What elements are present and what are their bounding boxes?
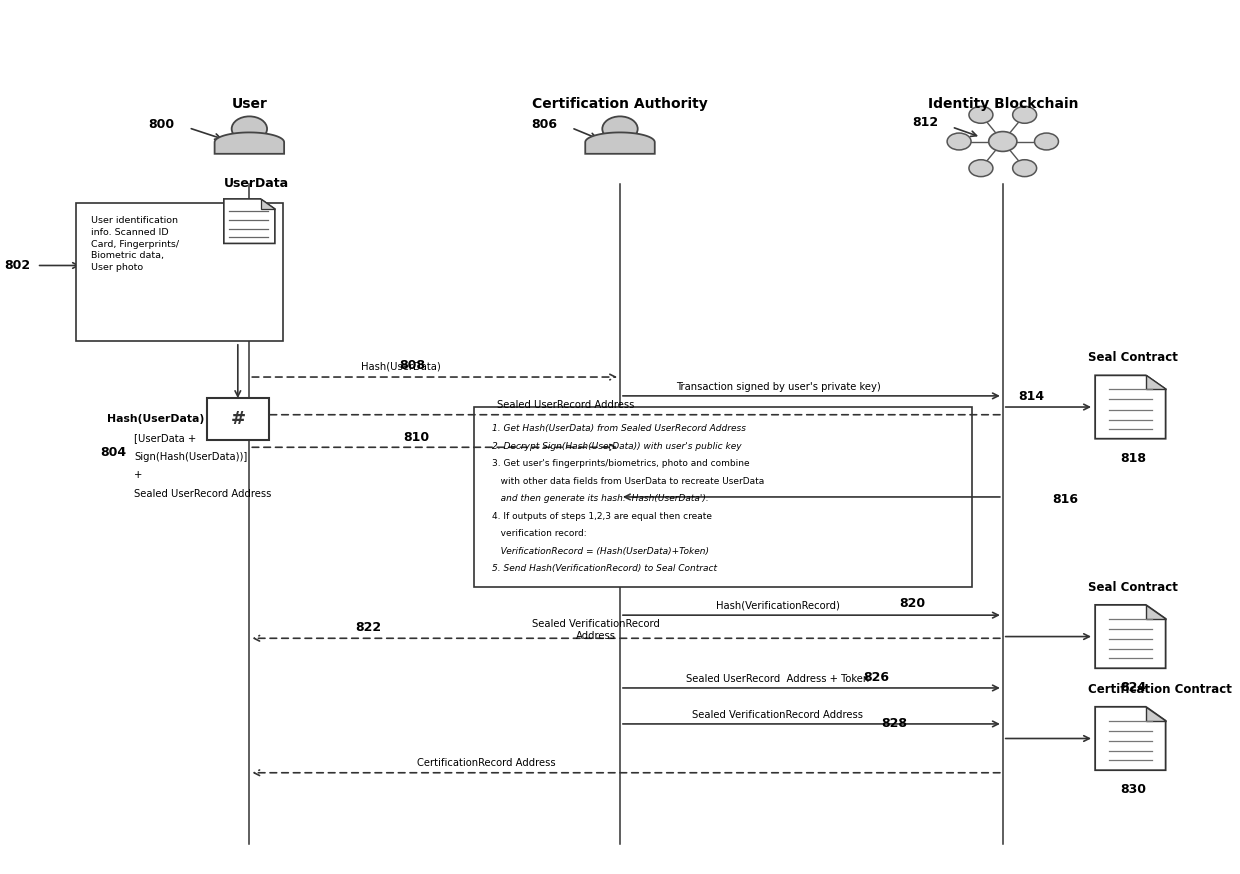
Text: 3. Get user's fingerprints/biometrics, photo and combine: 3. Get user's fingerprints/biometrics, p… xyxy=(492,459,750,468)
FancyBboxPatch shape xyxy=(207,399,269,440)
Circle shape xyxy=(1013,160,1037,177)
Polygon shape xyxy=(1146,707,1166,721)
Polygon shape xyxy=(215,133,284,154)
Polygon shape xyxy=(1146,375,1166,389)
Text: Hash(UserData): Hash(UserData) xyxy=(107,414,205,424)
Polygon shape xyxy=(1146,605,1166,619)
Text: 814: 814 xyxy=(1018,390,1045,403)
Text: 800: 800 xyxy=(148,118,174,131)
Text: 818: 818 xyxy=(1120,452,1146,465)
Text: 822: 822 xyxy=(355,621,381,634)
Text: UserData: UserData xyxy=(224,177,289,191)
Text: +: + xyxy=(134,470,143,481)
Polygon shape xyxy=(260,199,275,209)
Text: 1. Get Hash(UserData) from Sealed UserRecord Address: 1. Get Hash(UserData) from Sealed UserRe… xyxy=(492,424,746,434)
Text: 4. If outputs of steps 1,2,3 are equal then create: 4. If outputs of steps 1,2,3 are equal t… xyxy=(492,511,713,521)
Circle shape xyxy=(988,132,1017,151)
Text: Certification Contract: Certification Contract xyxy=(1087,683,1231,696)
Text: 830: 830 xyxy=(1120,783,1146,796)
Text: 804: 804 xyxy=(100,446,126,459)
Circle shape xyxy=(1034,133,1059,150)
Text: Identity Blockchain: Identity Blockchain xyxy=(928,97,1078,111)
Circle shape xyxy=(968,160,993,177)
Text: Sealed VerificationRecord
Address: Sealed VerificationRecord Address xyxy=(532,620,660,641)
Text: Seal Contract: Seal Contract xyxy=(1087,351,1178,364)
Polygon shape xyxy=(1095,707,1166,770)
Text: Sealed UserRecord Address: Sealed UserRecord Address xyxy=(134,489,272,499)
Text: 802: 802 xyxy=(5,259,31,272)
Polygon shape xyxy=(1095,375,1166,439)
Polygon shape xyxy=(1095,605,1166,669)
Circle shape xyxy=(603,116,637,142)
Text: 810: 810 xyxy=(404,431,430,444)
Text: 808: 808 xyxy=(399,359,425,372)
Text: Transaction signed by user's private key): Transaction signed by user's private key… xyxy=(676,382,880,392)
Text: 5. Send Hash(VerificationRecord) to Seal Contract: 5. Send Hash(VerificationRecord) to Seal… xyxy=(492,564,718,573)
Text: 812: 812 xyxy=(913,116,939,129)
Text: Seal Contract: Seal Contract xyxy=(1087,580,1178,593)
Text: User identification
info. Scanned ID
Card, Fingerprints/
Biometric data,
User ph: User identification info. Scanned ID Car… xyxy=(92,216,180,272)
Text: 2. Decrypt Sign(Hash(UserData)) with user's public key: 2. Decrypt Sign(Hash(UserData)) with use… xyxy=(492,441,742,451)
Text: User: User xyxy=(232,97,268,111)
Text: Sealed UserRecord Address: Sealed UserRecord Address xyxy=(497,400,634,411)
Text: Sign(Hash(UserData))]: Sign(Hash(UserData))] xyxy=(134,452,247,461)
Text: Hash(VerificationRecord): Hash(VerificationRecord) xyxy=(715,600,839,610)
FancyBboxPatch shape xyxy=(76,203,284,341)
Text: with other data fields from UserData to recreate UserData: with other data fields from UserData to … xyxy=(492,476,765,486)
Polygon shape xyxy=(585,133,655,154)
FancyBboxPatch shape xyxy=(474,407,972,587)
Circle shape xyxy=(1013,107,1037,123)
Text: VerificationRecord = (Hash(UserData)+Token): VerificationRecord = (Hash(UserData)+Tok… xyxy=(492,546,709,556)
Text: Sealed VerificationRecord Address: Sealed VerificationRecord Address xyxy=(692,710,863,719)
Text: verification record:: verification record: xyxy=(492,529,587,538)
Circle shape xyxy=(968,107,993,123)
Text: 828: 828 xyxy=(882,717,908,730)
Text: [UserData +: [UserData + xyxy=(134,433,196,443)
Polygon shape xyxy=(224,199,275,244)
Circle shape xyxy=(947,133,971,150)
Text: 806: 806 xyxy=(531,118,557,131)
Text: 826: 826 xyxy=(863,670,889,683)
Circle shape xyxy=(232,116,267,142)
Text: #: # xyxy=(231,410,246,428)
Text: 824: 824 xyxy=(1120,681,1146,694)
Text: 816: 816 xyxy=(1053,493,1079,505)
Text: and then generate its hash:  Hash(UserData').: and then generate its hash: Hash(UserDat… xyxy=(492,494,709,503)
Text: Sealed UserRecord  Address + Token: Sealed UserRecord Address + Token xyxy=(687,674,869,683)
Text: Hash(UserData): Hash(UserData) xyxy=(361,362,441,372)
Text: Certification Authority: Certification Authority xyxy=(532,97,708,111)
Text: 820: 820 xyxy=(899,597,925,610)
Text: CertificationRecord Address: CertificationRecord Address xyxy=(417,759,556,768)
